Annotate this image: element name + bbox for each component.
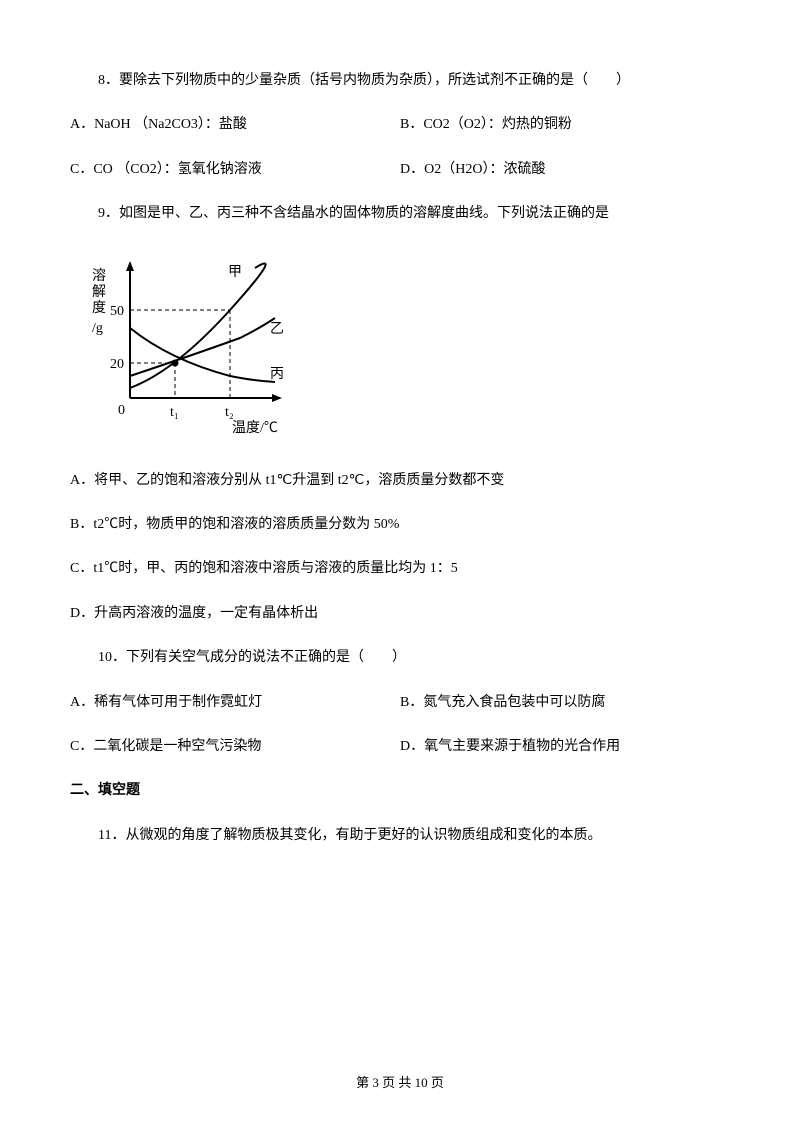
q8-text: 8．要除去下列物质中的少量杂质（括号内物质为杂质），所选试剂不正确的是（ ） [70, 70, 730, 92]
svg-text:t₁: t₁ [170, 405, 179, 420]
svg-text:/g: /g [92, 321, 103, 336]
q9-option-a: A．将甲、乙的饱和溶液分别从 t1℃升温到 t2℃，溶质质量分数都不变 [70, 470, 730, 492]
q10-options-row1: A．稀有气体可用于制作霓虹灯 B．氮气充入食品包装中可以防腐 [70, 692, 730, 714]
solubility-chart: 溶解度/g 50 20 0 t₁ t₂温度/℃ 甲乙丙 [80, 248, 730, 448]
svg-text:度: 度 [92, 300, 106, 316]
svg-text:溶: 溶 [92, 268, 106, 284]
svg-text:乙: 乙 [270, 321, 284, 337]
svg-text:解: 解 [92, 284, 106, 300]
q11-text: 11．从微观的角度了解物质极其变化，有助于更好的认识物质组成和变化的本质。 [70, 825, 730, 847]
svg-text:甲: 甲 [228, 265, 242, 280]
svg-text:50: 50 [110, 304, 124, 319]
q8-option-b: B．CO2（O2）：灼热的铜粉 [400, 114, 730, 136]
q10-option-c: C．二氧化碳是一种空气污染物 [70, 736, 400, 758]
q10-text: 10．下列有关空气成分的说法不正确的是（ ） [70, 647, 730, 669]
q10-option-d: D．氧气主要来源于植物的光合作用 [400, 736, 730, 758]
q8-options-row2: C．CO （CO2）：氢氧化钠溶液 D．O2（H2O）：浓硫酸 [70, 159, 730, 181]
section-title: 二、填空题 [70, 780, 730, 802]
svg-text:20: 20 [110, 357, 124, 372]
q8-option-d: D．O2（H2O）：浓硫酸 [400, 159, 730, 181]
q8-option-c: C．CO （CO2）：氢氧化钠溶液 [70, 159, 400, 181]
svg-text:丙: 丙 [270, 367, 284, 382]
q10-options-row2: C．二氧化碳是一种空气污染物 D．氧气主要来源于植物的光合作用 [70, 736, 730, 758]
q9-option-d: D．升高丙溶液的温度，一定有晶体析出 [70, 603, 730, 625]
chart-svg: 溶解度/g 50 20 0 t₁ t₂温度/℃ 甲乙丙 [80, 248, 300, 448]
q9-text: 9．如图是甲、乙、丙三种不含结晶水的固体物质的溶解度曲线。下列说法正确的是 [70, 203, 730, 225]
page-footer: 第 3 页 共 10 页 [0, 1073, 800, 1094]
q8-option-a: A．NaOH （Na2CO3）：盐酸 [70, 114, 400, 136]
svg-text:温度/℃: 温度/℃ [232, 420, 278, 436]
q8-options-row1: A．NaOH （Na2CO3）：盐酸 B．CO2（O2）：灼热的铜粉 [70, 114, 730, 136]
q10-option-a: A．稀有气体可用于制作霓虹灯 [70, 692, 400, 714]
q10-option-b: B．氮气充入食品包装中可以防腐 [400, 692, 730, 714]
q9-option-b: B．t2℃时，物质甲的饱和溶液的溶质质量分数为 50% [70, 514, 730, 536]
q9-option-c: C．t1℃时，甲、丙的饱和溶液中溶质与溶液的质量比均为 1：5 [70, 558, 730, 580]
svg-text:t₂: t₂ [225, 405, 234, 420]
svg-text:0: 0 [118, 403, 125, 418]
